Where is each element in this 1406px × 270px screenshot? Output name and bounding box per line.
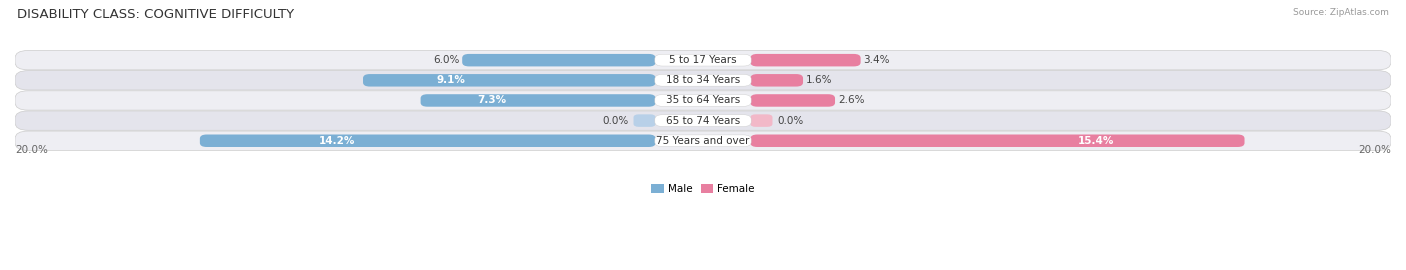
Text: 2.6%: 2.6% [838, 96, 865, 106]
Text: 65 to 74 Years: 65 to 74 Years [666, 116, 740, 126]
Text: 35 to 64 Years: 35 to 64 Years [666, 96, 740, 106]
FancyBboxPatch shape [634, 114, 655, 127]
FancyBboxPatch shape [655, 75, 751, 86]
Legend: Male, Female: Male, Female [647, 180, 759, 198]
FancyBboxPatch shape [751, 114, 772, 127]
Text: 15.4%: 15.4% [1078, 136, 1114, 146]
Text: 75 Years and over: 75 Years and over [657, 136, 749, 146]
Text: 20.0%: 20.0% [15, 145, 48, 155]
FancyBboxPatch shape [751, 134, 1244, 147]
Text: 9.1%: 9.1% [437, 75, 465, 85]
Text: 3.4%: 3.4% [863, 55, 890, 65]
FancyBboxPatch shape [15, 111, 1391, 130]
Text: 20.0%: 20.0% [1358, 145, 1391, 155]
FancyBboxPatch shape [15, 91, 1391, 110]
Text: Source: ZipAtlas.com: Source: ZipAtlas.com [1294, 8, 1389, 17]
Text: DISABILITY CLASS: COGNITIVE DIFFICULTY: DISABILITY CLASS: COGNITIVE DIFFICULTY [17, 8, 294, 21]
FancyBboxPatch shape [420, 94, 655, 107]
FancyBboxPatch shape [655, 115, 751, 126]
Text: 0.0%: 0.0% [603, 116, 628, 126]
FancyBboxPatch shape [463, 54, 655, 66]
FancyBboxPatch shape [15, 50, 1391, 70]
FancyBboxPatch shape [363, 74, 655, 87]
FancyBboxPatch shape [655, 54, 751, 66]
FancyBboxPatch shape [15, 131, 1391, 150]
FancyBboxPatch shape [655, 94, 751, 106]
Text: 14.2%: 14.2% [319, 136, 356, 146]
Text: 7.3%: 7.3% [477, 96, 506, 106]
Text: 6.0%: 6.0% [433, 55, 460, 65]
Text: 1.6%: 1.6% [806, 75, 832, 85]
FancyBboxPatch shape [15, 71, 1391, 90]
FancyBboxPatch shape [751, 54, 860, 66]
Text: 18 to 34 Years: 18 to 34 Years [666, 75, 740, 85]
FancyBboxPatch shape [751, 94, 835, 107]
Text: 5 to 17 Years: 5 to 17 Years [669, 55, 737, 65]
Text: 0.0%: 0.0% [778, 116, 803, 126]
FancyBboxPatch shape [655, 135, 751, 147]
FancyBboxPatch shape [751, 74, 803, 87]
FancyBboxPatch shape [200, 134, 655, 147]
